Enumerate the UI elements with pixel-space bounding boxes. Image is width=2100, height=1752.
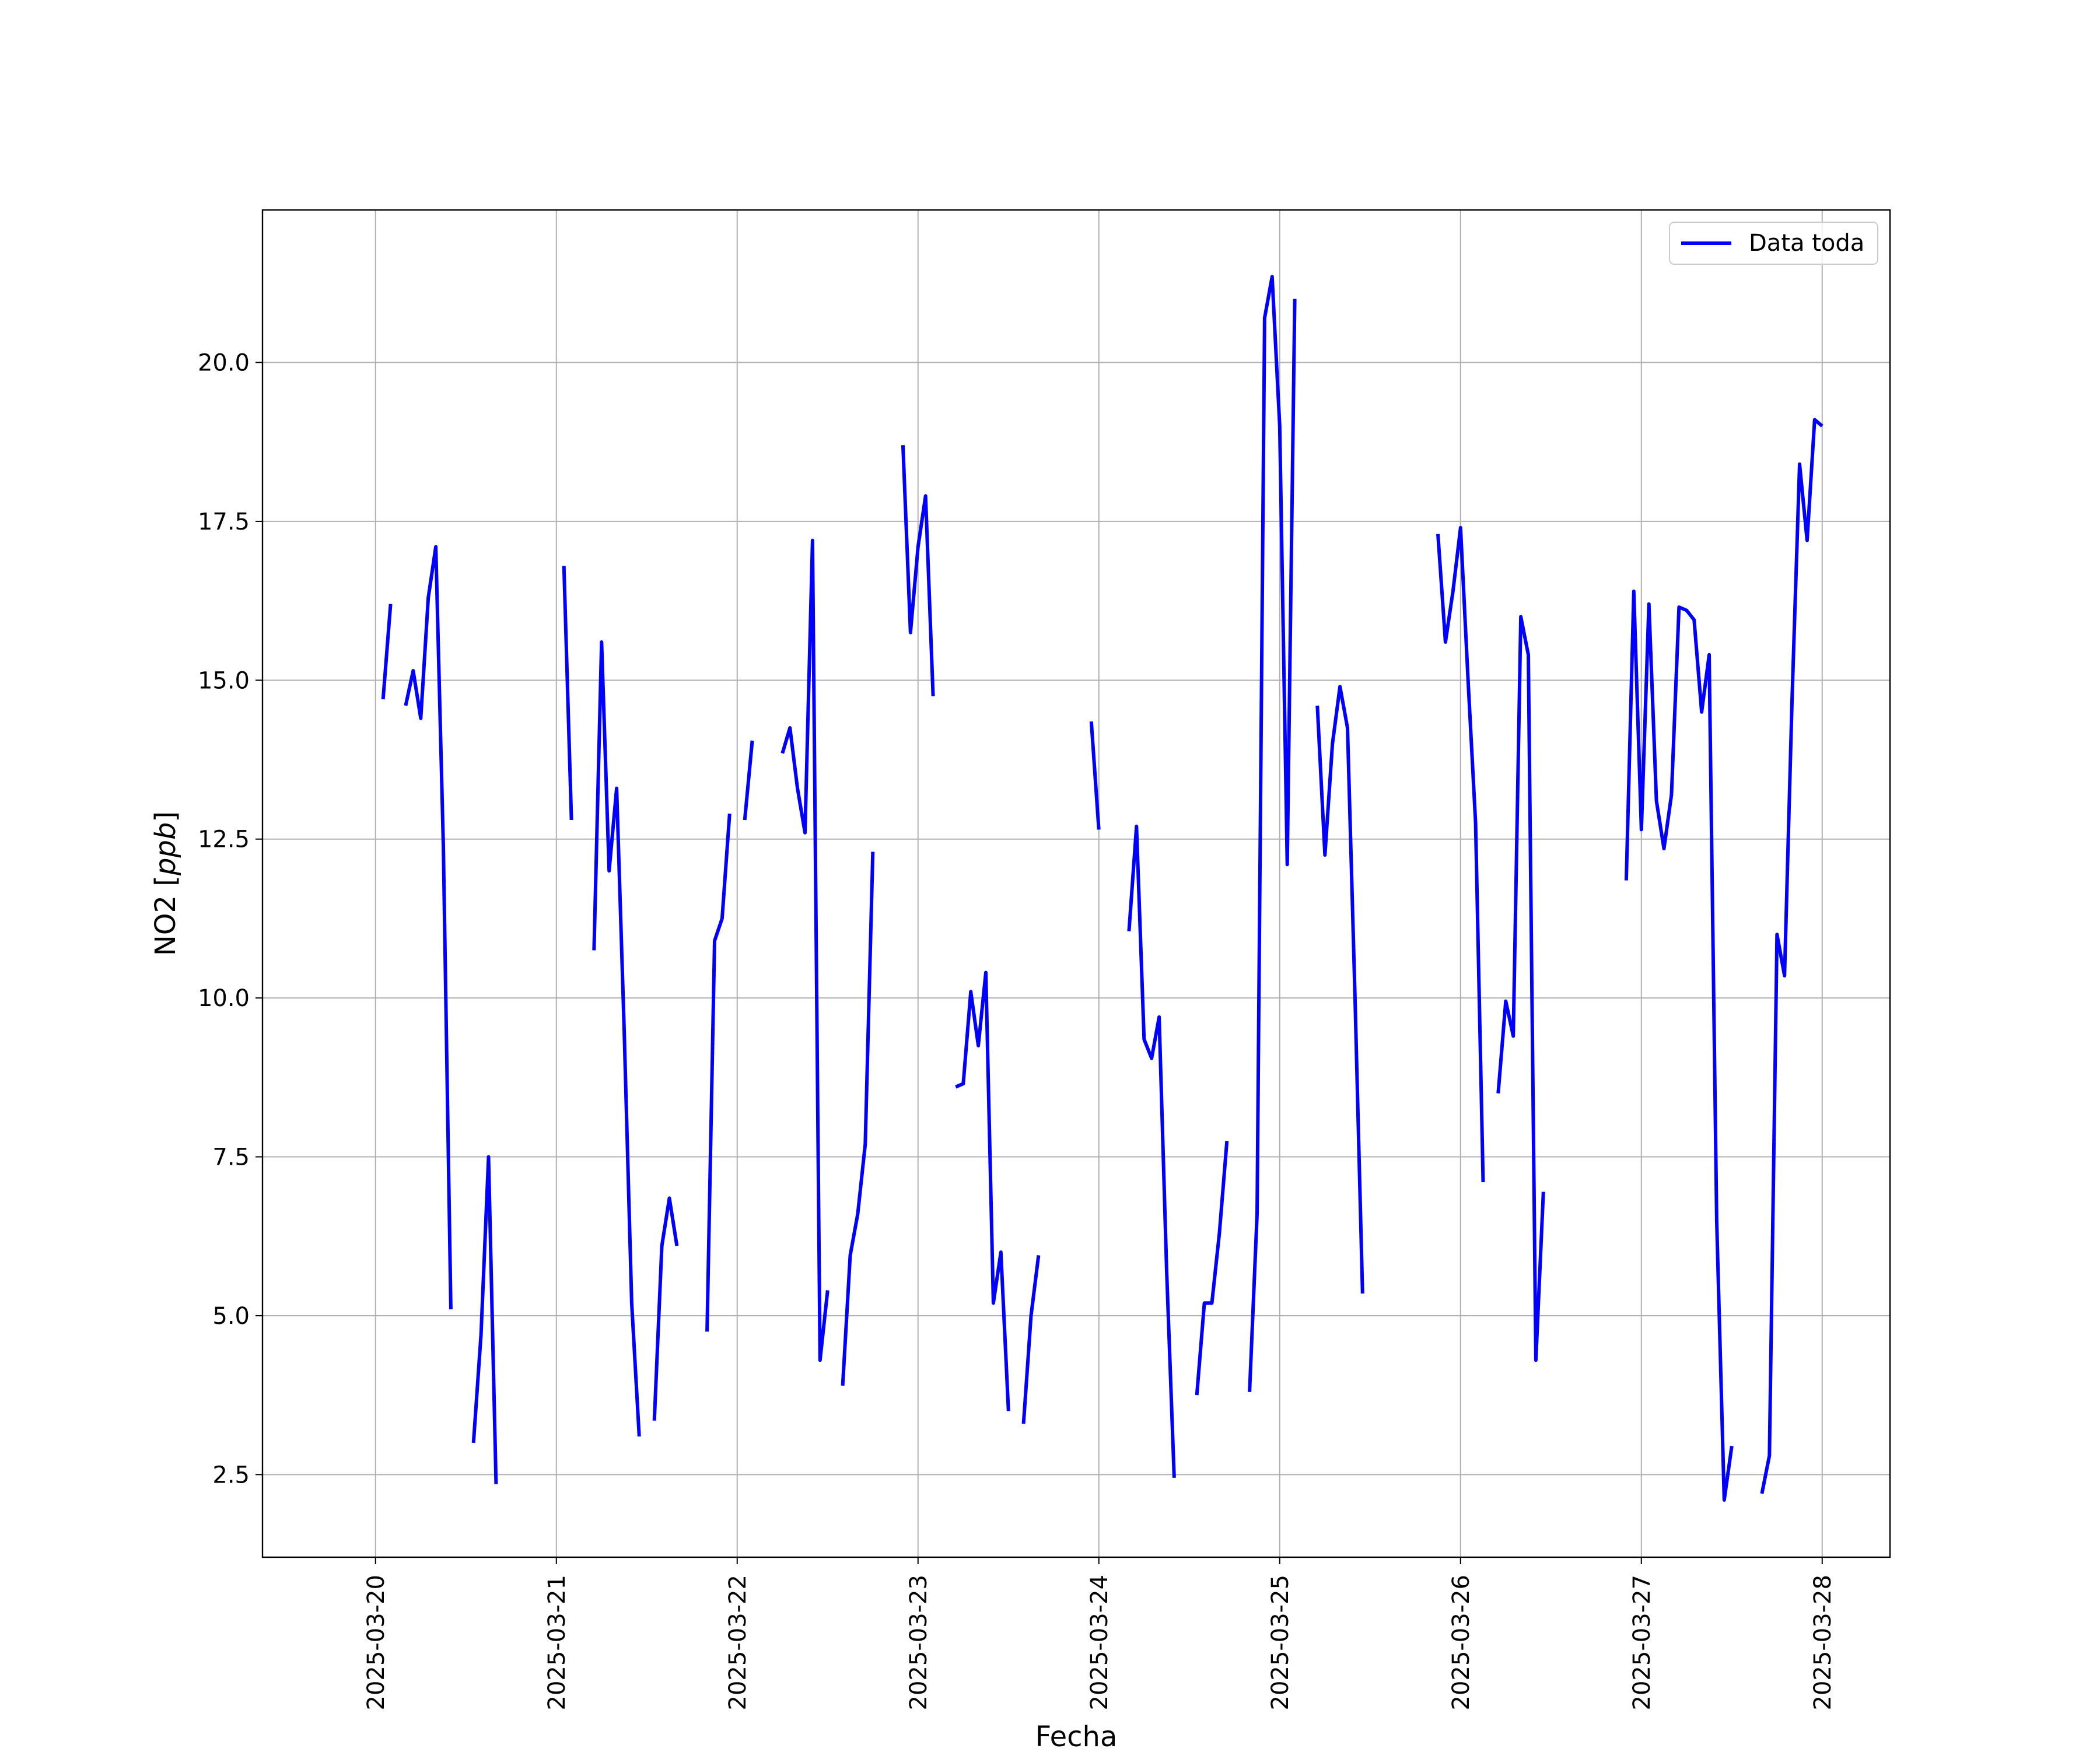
series-line-segment [780,538,830,1362]
series-line-segment [471,1155,498,1484]
y-tick-label: 10.0 [198,985,250,1012]
series-line-segment [1624,589,1734,1502]
x-tick-label: 2025-03-23 [905,1575,932,1710]
series-line-segment [901,445,935,696]
plot-frame [261,209,1891,1558]
series-line-segment [381,604,393,700]
grid-lines [262,210,1890,1557]
x-axis-label: Fecha [1035,1721,1118,1750]
legend-box [1669,222,1878,265]
y-tick-label: 17.5 [198,509,250,535]
series-line-segment [1089,721,1101,830]
x-tick-label: 2025-03-25 [1267,1575,1294,1710]
legend: Data toda [1669,222,1878,265]
series-line-segment [1127,824,1176,1478]
x-tick-label: 2025-03-20 [363,1575,390,1710]
series-line-segment [1195,1141,1229,1396]
legend-label: Data toda [1749,230,1864,257]
series-line-segment [1760,418,1824,1494]
y-tick-label: 5.0 [212,1303,250,1330]
x-tick-label: 2025-03-27 [1629,1575,1656,1710]
series-line-segment [841,852,875,1386]
y-axis-label-close: ] [149,811,182,822]
series-line-segment [404,545,453,1310]
series-line-segment [652,1196,679,1421]
series-line-segment [743,740,754,821]
series-line-segment [592,640,641,1437]
series-lines [381,275,1824,1502]
y-tick-label: 15.0 [198,667,250,694]
series-line-segment [705,813,732,1332]
axis-ticks: 2025-03-20 2025-03-21 2025-03-22 2025-03-23… [198,350,1836,1711]
x-tick-label: 2025-03-24 [1086,1575,1113,1710]
y-tick-label: 2.5 [212,1462,250,1488]
series-line-segment [1021,1255,1041,1424]
y-axis-label: NO2 [ppb] [149,811,182,956]
x-tick-label: 2025-03-28 [1810,1575,1836,1710]
series-line-segment [1436,525,1485,1183]
y-tick-label: 7.5 [212,1144,250,1171]
series-line-segment [1248,275,1297,1392]
x-tick-label: 2025-03-22 [724,1575,751,1710]
x-tick-label: 2025-03-21 [544,1575,570,1710]
series-line-segment [955,970,1010,1411]
y-axis-label-unit: ppb [149,822,182,876]
y-axis-label-main: NO2 [ [149,875,182,956]
series-line-segment [1496,615,1545,1362]
y-tick-label: 20.0 [198,350,250,377]
series-line-segment [562,566,573,821]
x-tick-label: 2025-03-26 [1448,1575,1475,1710]
series-line-segment [1315,685,1364,1294]
y-tick-label: 12.5 [198,826,250,853]
